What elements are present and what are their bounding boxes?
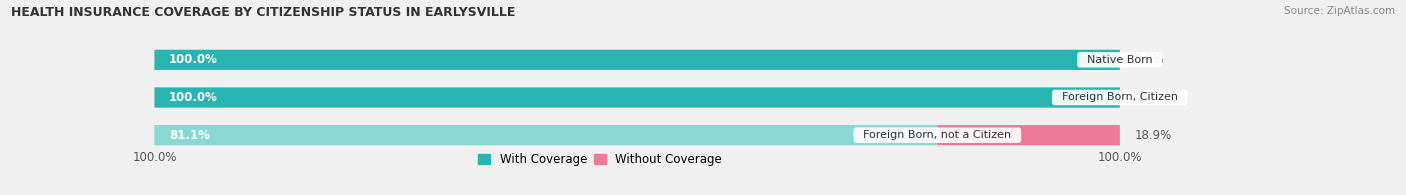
Text: 0.0%: 0.0% bbox=[1135, 91, 1164, 104]
Text: Source: ZipAtlas.com: Source: ZipAtlas.com bbox=[1284, 6, 1395, 16]
Text: 81.1%: 81.1% bbox=[169, 129, 209, 142]
FancyBboxPatch shape bbox=[155, 125, 938, 145]
Text: 100.0%: 100.0% bbox=[1098, 151, 1142, 164]
Text: Foreign Born, not a Citizen: Foreign Born, not a Citizen bbox=[856, 130, 1018, 140]
Text: Foreign Born, Citizen: Foreign Born, Citizen bbox=[1054, 92, 1185, 103]
FancyBboxPatch shape bbox=[155, 87, 1119, 108]
FancyBboxPatch shape bbox=[155, 125, 1119, 145]
Text: 18.9%: 18.9% bbox=[1135, 129, 1171, 142]
Text: 100.0%: 100.0% bbox=[132, 151, 177, 164]
FancyBboxPatch shape bbox=[155, 87, 1119, 108]
Text: 0.0%: 0.0% bbox=[1135, 53, 1164, 66]
FancyBboxPatch shape bbox=[938, 125, 1119, 145]
Text: Native Born: Native Born bbox=[1080, 55, 1160, 65]
Text: 100.0%: 100.0% bbox=[169, 91, 218, 104]
Text: 100.0%: 100.0% bbox=[169, 53, 218, 66]
FancyBboxPatch shape bbox=[155, 50, 1119, 70]
Text: HEALTH INSURANCE COVERAGE BY CITIZENSHIP STATUS IN EARLYSVILLE: HEALTH INSURANCE COVERAGE BY CITIZENSHIP… bbox=[11, 6, 516, 19]
FancyBboxPatch shape bbox=[155, 50, 1119, 70]
Legend: With Coverage, Without Coverage: With Coverage, Without Coverage bbox=[478, 153, 723, 166]
